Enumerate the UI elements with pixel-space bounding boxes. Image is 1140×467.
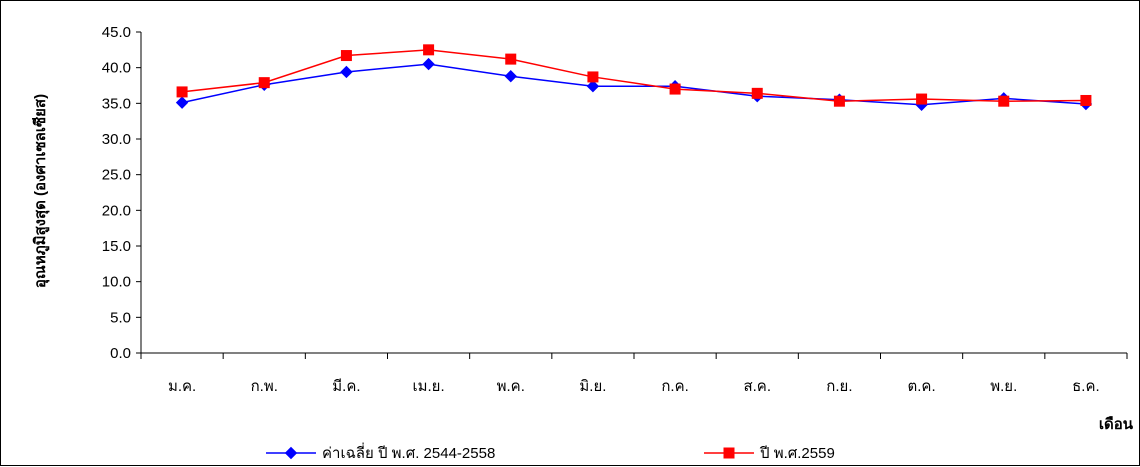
- data-point: [176, 86, 188, 98]
- legend-label: ปี พ.ศ.2559: [759, 445, 835, 462]
- x-tick-label: เม.ย.: [413, 378, 445, 395]
- series-line: [181, 49, 1086, 102]
- x-tick-label: ม.ค.: [168, 378, 196, 395]
- y-tick-label: 10.0: [102, 274, 131, 291]
- x-tick-label: ก.ย.: [826, 378, 852, 395]
- x-tick-label: ธ.ค.: [1072, 378, 1100, 395]
- y-axis-title: อุณหภูมิสูงสุด (องศาเซลเซียส): [31, 94, 50, 288]
- legend-marker: [284, 446, 298, 460]
- x-tick-label: ก.ค.: [661, 378, 688, 395]
- legend-item-1: ค่าเฉลี่ย ปี พ.ศ. 2544-2558: [266, 442, 495, 462]
- data-point: [258, 77, 270, 89]
- x-tick-label: พ.ค.: [497, 378, 525, 395]
- series-layer: [175, 44, 1093, 111]
- data-point: [587, 71, 599, 83]
- y-tick-label: 25.0: [102, 167, 131, 184]
- y-tick-label: 15.0: [102, 238, 131, 255]
- data-point: [422, 57, 435, 71]
- data-point: [751, 87, 763, 99]
- series-2: [176, 44, 1092, 107]
- y-tick-label: 5.0: [110, 309, 131, 326]
- legend: ค่าเฉลี่ย ปี พ.ศ. 2544-2558 ปี พ.ศ.2559: [266, 442, 835, 462]
- x-axis-title: เดือน: [1099, 416, 1134, 433]
- y-tick-label: 20.0: [102, 202, 131, 219]
- data-point: [1080, 94, 1092, 106]
- data-point: [669, 83, 681, 95]
- x-tick-label: มี.ค.: [332, 378, 360, 395]
- x-tick-label: ก.พ.: [251, 378, 278, 395]
- data-point: [340, 65, 353, 79]
- x-tick-labels: ม.ค. ก.พ. มี.ค. เม.ย. พ.ค. มิ.ย. ก.ค. ส.ค. ก.ย. ต…: [168, 378, 1100, 395]
- y-tick-label: 40.0: [102, 60, 131, 77]
- y-tick-label: 30.0: [102, 131, 131, 148]
- axes: [136, 31, 1128, 359]
- data-point: [586, 80, 600, 93]
- legend-item-2: ปี พ.ศ.2559: [704, 445, 835, 462]
- legend-label: ค่าเฉลี่ย ปี พ.ศ. 2544-2558: [322, 442, 495, 462]
- y-tick-labels: 0.0 5.0 10.0 15.0 20.0 25.0 30.0 35.0 40.0 45.0: [102, 24, 131, 362]
- data-point: [505, 53, 517, 65]
- legend-marker: [723, 447, 735, 459]
- data-point: [175, 96, 189, 109]
- data-point: [504, 70, 517, 83]
- y-tick-label: 45.0: [102, 24, 131, 41]
- data-point: [998, 95, 1010, 107]
- x-tick-label: ส.ค.: [743, 378, 771, 395]
- data-point: [833, 95, 845, 107]
- series-line: [181, 63, 1086, 106]
- data-point: [423, 44, 435, 56]
- y-tick-label: 35.0: [102, 95, 131, 112]
- x-tick-label: พ.ย.: [990, 378, 1017, 395]
- data-point: [340, 50, 352, 62]
- x-tick-label: ต.ค.: [908, 378, 936, 395]
- data-point: [916, 93, 928, 105]
- x-tick-label: มิ.ย.: [579, 378, 606, 395]
- y-tick-label: 0.0: [110, 345, 131, 362]
